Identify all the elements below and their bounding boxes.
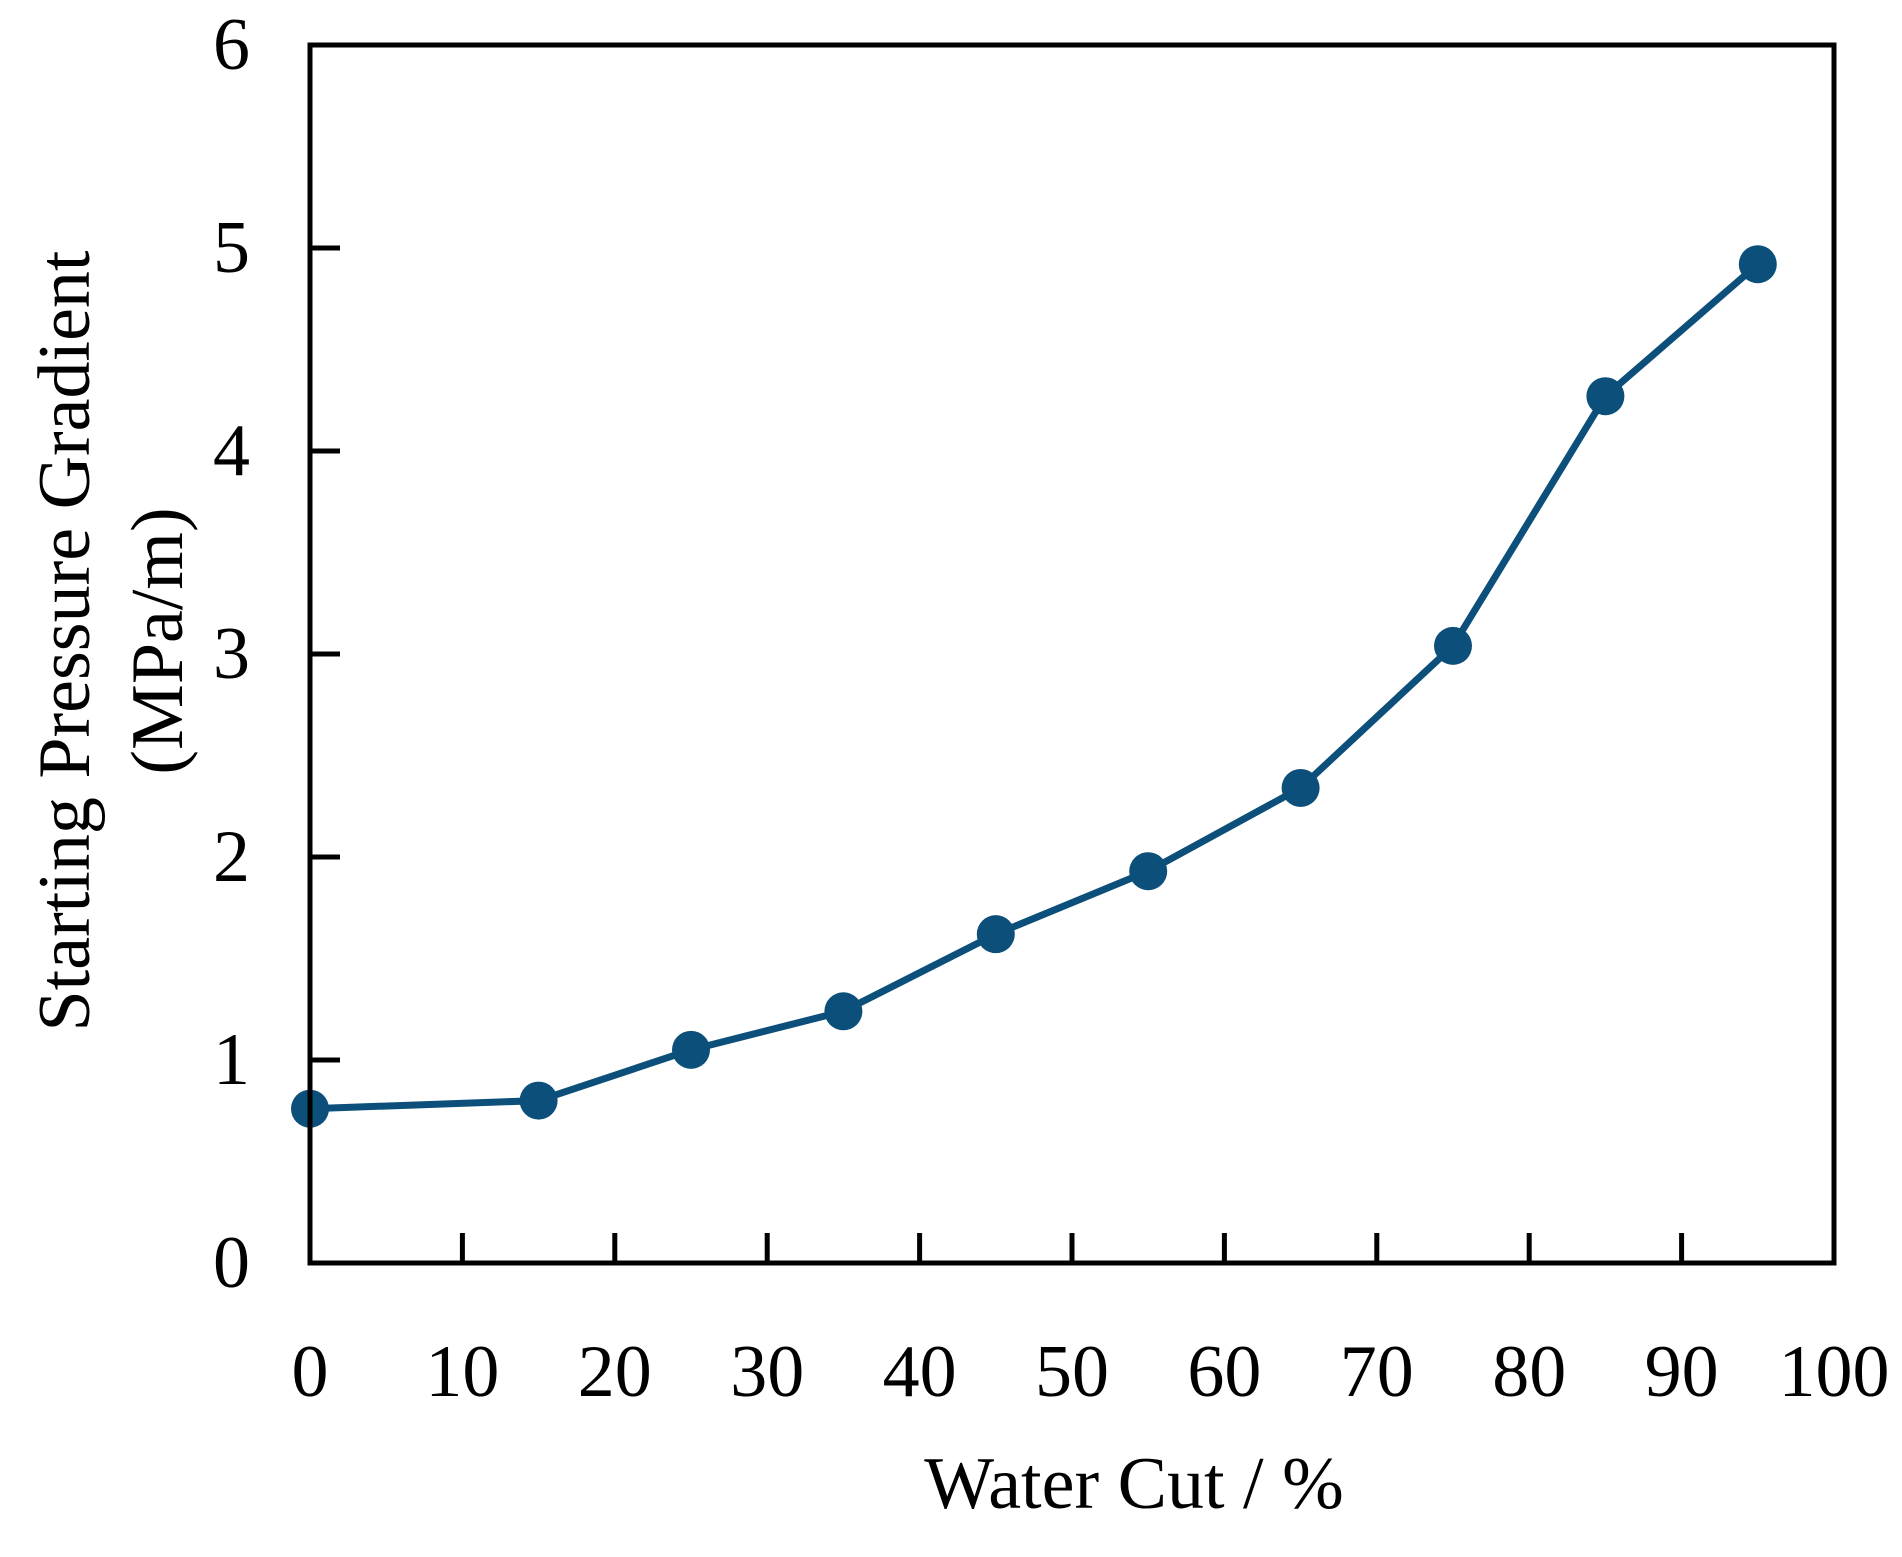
series-line [309, 261, 1761, 1113]
x-tick-label: 0 [292, 1331, 329, 1413]
x-tick-label: 70 [1340, 1331, 1414, 1413]
y-tick-label: 0 [213, 1222, 250, 1304]
plot-marks [291, 245, 1777, 1128]
x-tick-label: 10 [425, 1331, 499, 1413]
data-point [1434, 626, 1472, 665]
data-point [672, 1030, 710, 1069]
y-tick-label: 3 [213, 613, 250, 695]
y-tick-label: 1 [213, 1019, 250, 1101]
y-tick-label: 6 [213, 4, 250, 86]
x-axis-title: Water Cut / % [924, 1443, 1343, 1525]
x-tick-label: 80 [1492, 1331, 1566, 1413]
data-point [519, 1081, 558, 1120]
plot-area-frame [307, 42, 1837, 1266]
x-tick-label: 100 [1779, 1331, 1890, 1413]
y-tick-label: 2 [213, 816, 250, 898]
x-tick-label: 40 [883, 1331, 957, 1413]
data-point [1129, 852, 1168, 891]
data-point [824, 992, 863, 1031]
y-tick-label: 5 [213, 207, 250, 289]
x-tick-label: 90 [1645, 1331, 1719, 1413]
y-tick-label: 4 [213, 410, 250, 492]
y-axis-title-line2: (MPa/m) [117, 507, 199, 774]
x-tick-label: 30 [730, 1331, 804, 1413]
x-tick-label: 60 [1187, 1331, 1261, 1413]
data-point [976, 915, 1015, 954]
data-point [1586, 377, 1625, 416]
y-axis-title-line1: Starting Pressure Gradient [24, 250, 106, 1031]
x-tick-label: 20 [578, 1331, 652, 1413]
data-point [1281, 768, 1320, 807]
axis-ticks: 0 10 20 30 40 50 60 70 80 90 100 0 1 2 3 4 5 6 [213, 4, 1890, 1413]
x-tick-label: 50 [1035, 1331, 1109, 1413]
data-point [1738, 245, 1777, 284]
